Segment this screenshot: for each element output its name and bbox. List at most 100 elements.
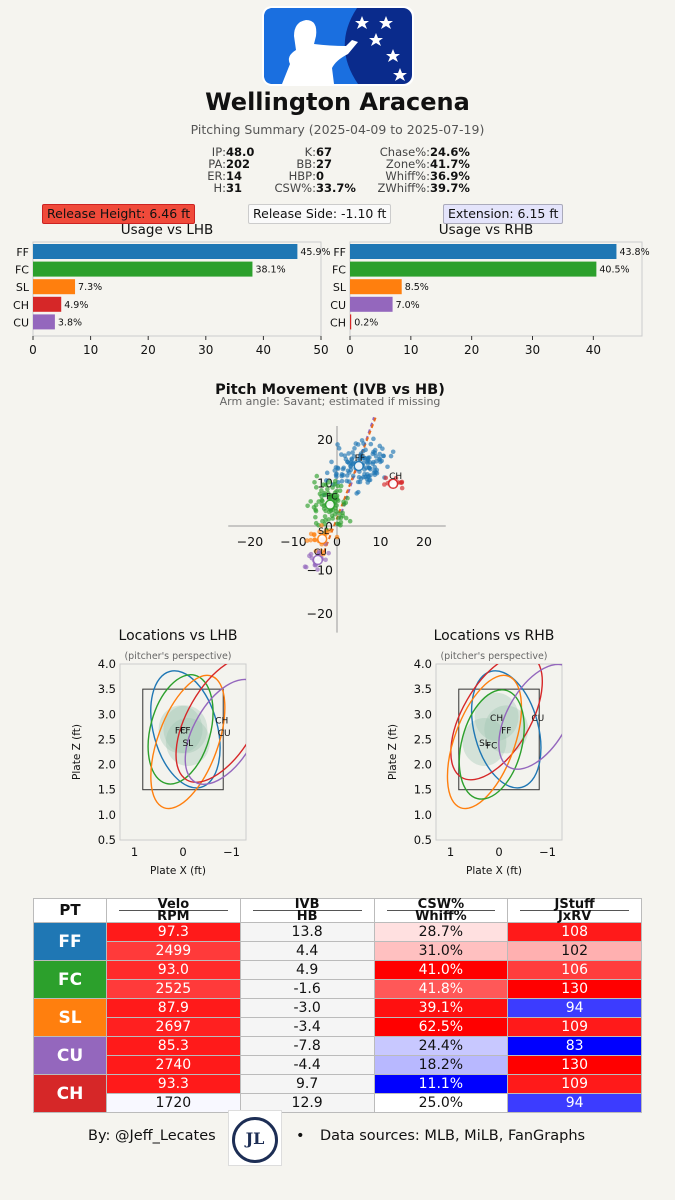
stats-col-3: Chase%:24.6% Zone%:41.7% Whiff%:36.9% ZW… [374, 146, 470, 194]
y-axis-label: Plate Z (ft) [71, 724, 83, 780]
movement-point-FC [319, 497, 325, 503]
x-tick-label: 0 [346, 343, 354, 357]
movement-point-FC [322, 514, 328, 519]
stat-value: 14 [226, 169, 243, 183]
chart-subtitle: Arm angle: Savant; estimated if missing [220, 395, 441, 408]
y-tick-label: 1.0 [414, 808, 432, 822]
y-tick-label: 3.0 [414, 707, 432, 721]
stat-key: Whiff%: [385, 169, 430, 183]
x-tick-label: 10 [403, 343, 418, 357]
movement-point-CU [316, 550, 322, 556]
table-cell: -1.6 [239, 979, 375, 999]
table-cell: 94 [507, 1093, 642, 1113]
table-cell: 18.2% [373, 1055, 509, 1075]
movement-point-FF [361, 474, 366, 480]
x-tick-label: 1 [131, 845, 138, 859]
movement-point-SL [334, 534, 340, 540]
x-tick-label: −10 [280, 534, 306, 549]
stat-key: CSW%: [274, 181, 316, 195]
table-cell: 13.8 [239, 922, 375, 942]
arm-angle-line [323, 416, 377, 553]
location-label: FC [486, 741, 497, 751]
table-cell: 41.8% [373, 979, 509, 999]
location-ellipse-FC [458, 689, 525, 800]
average-label: CH [389, 472, 402, 482]
movement-point-FC [330, 485, 335, 490]
table-cell: 24.4% [373, 1036, 509, 1056]
movement-point-FC [326, 479, 332, 485]
x-tick-label: 40 [256, 343, 271, 357]
movement-point-FC [313, 514, 318, 520]
movement-point-CU [315, 567, 320, 572]
stat-row: BB:27 [270, 158, 356, 170]
table-cell: 108 [507, 922, 642, 942]
table-cell: 85.3 [106, 1036, 241, 1056]
stat-row: Chase%:24.6% [374, 146, 470, 158]
stat-value: 41.7% [430, 157, 470, 171]
data-label: 0.2% [354, 317, 378, 328]
header-csw-whiff: CSW% Whiff% [373, 898, 509, 923]
table-cell: 94 [507, 998, 642, 1018]
stat-value: 202 [226, 157, 251, 171]
movement-point-FC [325, 486, 330, 492]
movement-point-FF [329, 459, 334, 465]
pitch-type-cell: CU [33, 1036, 107, 1075]
category-label: CU [13, 316, 29, 329]
movement-point-FF [345, 459, 351, 465]
movement-point-FF [339, 478, 345, 484]
y-tick-label: 1.0 [98, 808, 116, 822]
header-bottom: JxRV [520, 910, 629, 923]
locations-lhb-chart: Locations vs LHB (pitcher's perspective) 1… [71, 628, 247, 877]
header-bottom: HB [252, 910, 362, 923]
location-ellipse-SL [446, 674, 523, 810]
movement-point-SL [308, 531, 314, 537]
movement-point-FF [371, 459, 376, 465]
average-marker-CH [387, 478, 399, 490]
table-cell: 97.3 [106, 922, 241, 942]
movement-point-FF [355, 479, 361, 485]
locations-rhb-chart: Locations vs RHB (pitcher's perspective) 1… [387, 628, 563, 877]
data-label: 45.9% [300, 247, 330, 258]
category-label: FC [332, 264, 346, 277]
bar-CH [350, 314, 352, 330]
ellipse-group [147, 664, 246, 810]
movement-point-CU [308, 551, 314, 557]
movement-point-FC [329, 513, 335, 518]
y-tick-label: 3.5 [98, 682, 116, 696]
movement-point-FC [343, 515, 349, 521]
movement-point-FC [319, 488, 324, 493]
category-label: SL [16, 281, 30, 294]
footer-credit: By: @Jeff_Lecates [88, 1128, 216, 1144]
movement-point-FF [353, 441, 359, 446]
density-blob [474, 692, 519, 741]
average-label: FC [326, 493, 337, 503]
ellipse-group [446, 664, 562, 810]
bar-CH [33, 296, 62, 312]
table-row: 2740 -4.4 18.2% 130 [34, 1055, 642, 1075]
table-cell: 9.7 [239, 1074, 375, 1094]
stats-col-2: K:67 BB:27 HBP:0 CSW%:33.7% [270, 146, 356, 195]
x-tick-label: 20 [416, 534, 432, 549]
average-marker-CU [312, 554, 324, 566]
density-blob [163, 705, 208, 754]
movement-point-FC [326, 509, 332, 515]
table-cell: 62.5% [373, 1017, 509, 1037]
movement-point-CU [326, 550, 331, 556]
movement-point-FF [334, 471, 339, 477]
y-tick-label: 1.5 [414, 783, 432, 797]
stat-row: Whiff%:36.9% [374, 170, 470, 182]
movement-point-FF [372, 450, 378, 456]
average-label: SL [318, 527, 329, 537]
summary-subtitle: Pitching Summary (2025-04-09 to 2025-07-… [190, 122, 485, 137]
table-cell: 109 [507, 1017, 642, 1037]
movement-point-FC [338, 515, 344, 521]
movement-point-FF [368, 441, 374, 447]
table-cell: 4.9 [239, 960, 375, 980]
movement-point-FF [333, 465, 339, 470]
chart-subtitle: (pitcher's perspective) [440, 651, 547, 662]
movement-point-FC [337, 488, 343, 494]
table-row: CU 85.3 -7.8 24.4% 83 [33, 1036, 642, 1075]
movement-point-FF [336, 446, 342, 451]
table-cell: 2499 [106, 941, 241, 961]
table-cell: -4.4 [239, 1055, 375, 1075]
